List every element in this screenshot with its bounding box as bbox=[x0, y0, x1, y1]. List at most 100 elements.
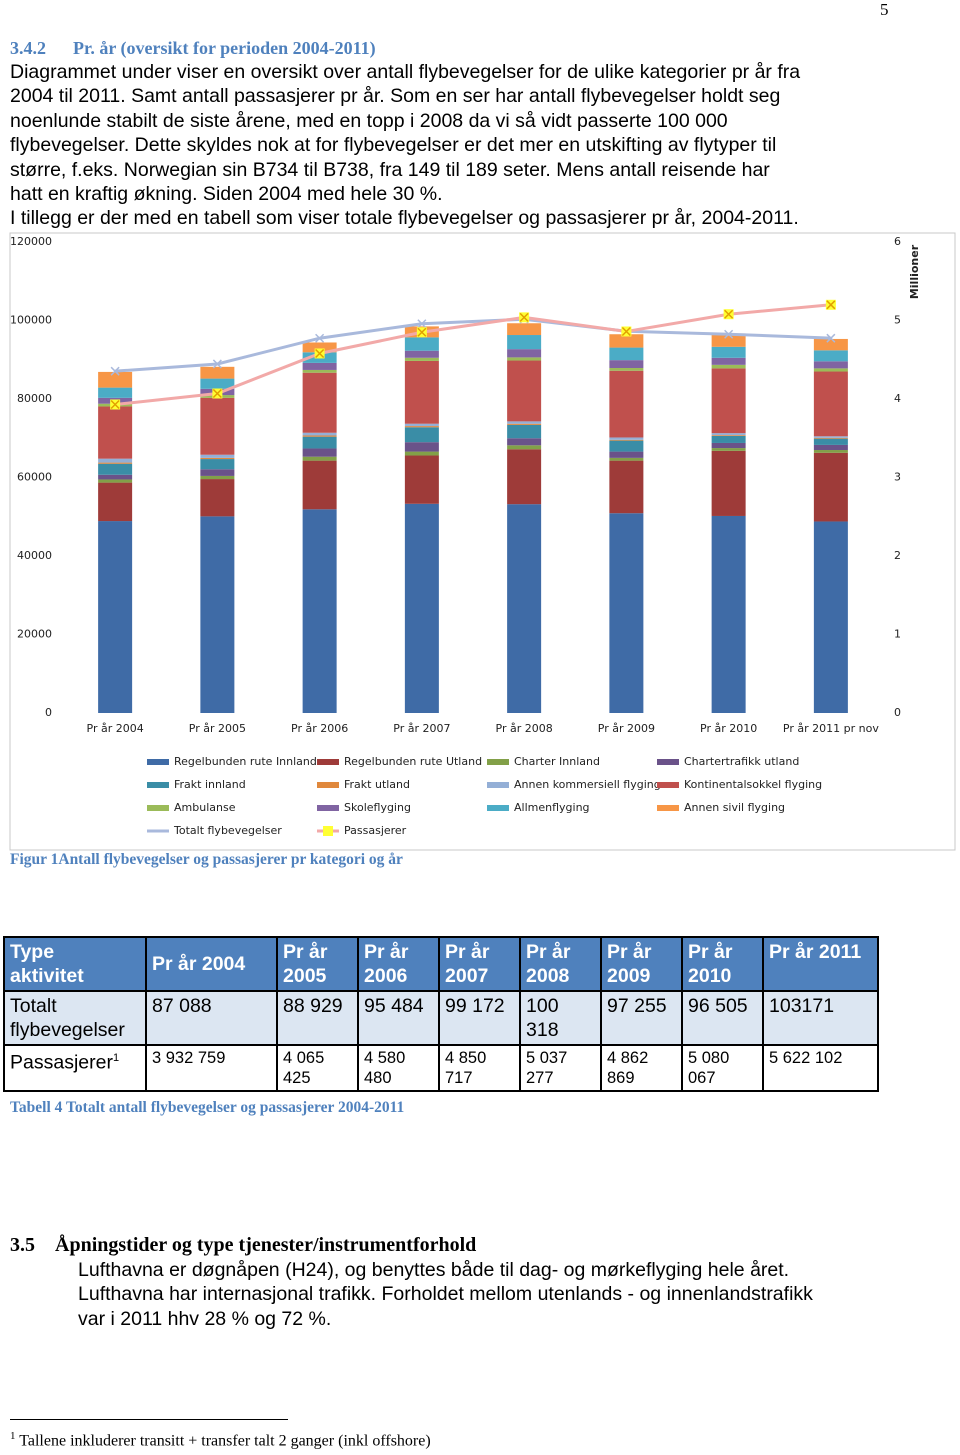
bar-segment bbox=[200, 516, 235, 713]
legend-label: Skoleflyging bbox=[344, 801, 411, 814]
table-cell: 5 080 067 bbox=[681, 1044, 764, 1092]
marker bbox=[724, 309, 734, 319]
legend-label: Regelbunden rute Utland bbox=[344, 755, 482, 768]
header-cell: Pr år 2006 bbox=[357, 936, 440, 992]
marker bbox=[315, 333, 325, 343]
legend-swatch bbox=[147, 759, 169, 765]
bar-segment bbox=[711, 433, 746, 436]
bar-segment bbox=[404, 350, 439, 358]
bar-segment bbox=[404, 426, 439, 428]
y2-tick-label: 1 bbox=[894, 628, 901, 641]
bar-segment bbox=[507, 421, 542, 424]
table-cell: 4 850 717 bbox=[438, 1044, 521, 1092]
bar-segment bbox=[302, 369, 337, 373]
x-tick-label: Pr år 2004 bbox=[87, 722, 144, 735]
bar-segment bbox=[302, 448, 337, 457]
cell-text: 95 484 bbox=[364, 995, 424, 1017]
x-tick-label: Pr år 2005 bbox=[189, 722, 246, 735]
bar-segment bbox=[507, 504, 542, 713]
text-line: var i 2011 hhv 28 % og 72 %. bbox=[78, 1307, 332, 1330]
bar-segment bbox=[302, 456, 337, 461]
text-line: noenlunde stabilt de siste årene, med en… bbox=[10, 109, 728, 132]
legend-swatch bbox=[147, 782, 169, 788]
bar-segment bbox=[711, 442, 746, 449]
bar-segment bbox=[98, 458, 133, 463]
marker bbox=[826, 300, 836, 310]
marker bbox=[110, 399, 120, 410]
footnote: 1 Tallene inkluderer transitt + transfer… bbox=[10, 1430, 431, 1450]
bar-segment bbox=[98, 474, 133, 480]
bar-segment bbox=[200, 397, 235, 455]
table-cell: 103171 bbox=[762, 990, 879, 1046]
bar-segment bbox=[507, 449, 542, 505]
table-cell: 4 580 480 bbox=[357, 1044, 440, 1092]
text-line: Lufthavna er døgnåpen (H24), og benyttes… bbox=[78, 1259, 790, 1281]
header-cell: Pr år 2011 bbox=[762, 936, 879, 992]
header-cell: Pr år 2009 bbox=[600, 936, 683, 992]
cell-text: 103171 bbox=[769, 995, 835, 1017]
legend-swatch bbox=[487, 759, 509, 765]
x-tick-label: Pr år 2010 bbox=[700, 722, 757, 735]
table-row: Totalt flybevegelser 87 088 88 929 95 484 99… bbox=[3, 990, 879, 1046]
cell-text: Passasjerer bbox=[10, 1051, 113, 1074]
table-caption: Tabell 4 Totalt antall flybevegelser og … bbox=[10, 1099, 405, 1116]
bar-segment bbox=[302, 436, 337, 449]
y2-tick-label: 6 bbox=[894, 235, 901, 248]
cell-text: 5 037 277 bbox=[526, 1049, 568, 1087]
bar-segment bbox=[609, 367, 644, 371]
legend-swatch bbox=[323, 826, 333, 836]
cell-text: 4 065 425 bbox=[283, 1049, 325, 1087]
legend-label: Annen sivil flyging bbox=[684, 801, 785, 814]
table-cell: 96 505 bbox=[681, 990, 764, 1046]
header-cell: Pr år 2004 bbox=[145, 936, 278, 992]
bar-segment bbox=[98, 406, 133, 459]
cell-text: Totalt flybevegelser bbox=[10, 995, 125, 1041]
bar-segment bbox=[813, 350, 848, 362]
marker bbox=[417, 327, 427, 337]
bar-segment bbox=[302, 460, 337, 510]
table-cell: 88 929 bbox=[276, 990, 359, 1046]
bar-segment bbox=[98, 482, 133, 522]
cell-text: 5 622 102 bbox=[769, 1049, 843, 1067]
legend-label: Chartertrafikk utland bbox=[684, 755, 799, 768]
legend-label: Kontinentalsokkel flyging bbox=[684, 778, 822, 791]
bar-segment bbox=[507, 357, 542, 361]
legend-swatch bbox=[317, 805, 339, 811]
table-cell: 100 318 bbox=[519, 990, 602, 1046]
bar-segment bbox=[507, 360, 542, 422]
bar-segment bbox=[507, 323, 542, 336]
y2-tick-label: 0 bbox=[894, 706, 901, 719]
cell-text: 4 862 869 bbox=[607, 1049, 649, 1087]
line-series bbox=[114, 303, 832, 406]
bar-segment bbox=[200, 469, 235, 476]
table-cell: Totalt flybevegelser bbox=[3, 990, 147, 1046]
bar-segment bbox=[609, 334, 644, 348]
text-line: hatt en kraftig økning. Siden 2004 med h… bbox=[10, 183, 443, 205]
table-row: Passasjerer1 3 932 759 4 065 425 4 580 480 4… bbox=[3, 1044, 879, 1092]
header-cell: Pr år 2007 bbox=[438, 936, 521, 992]
marker bbox=[212, 359, 222, 369]
header-cell: Pr år 2010 bbox=[681, 936, 764, 992]
text-line: Diagrammet under viser en oversikt over … bbox=[10, 61, 801, 83]
bar-segment bbox=[813, 436, 848, 438]
data-table: Type aktivitet Pr år 2004 Pr år 2005 Pr år … bbox=[3, 936, 879, 1092]
y-tick-label: 0 bbox=[45, 706, 52, 719]
table-cell: Passasjerer1 bbox=[3, 1044, 147, 1092]
y-tick-label: 100000 bbox=[10, 314, 52, 327]
y-tick-label: 40000 bbox=[17, 549, 52, 562]
section-title: Åpningstider og type tjenester/instrumen… bbox=[55, 1234, 477, 1256]
bar-segment bbox=[609, 370, 644, 438]
bar-segment bbox=[200, 457, 235, 460]
header-cell: Type aktivitet bbox=[3, 936, 147, 992]
bar-segment bbox=[609, 451, 644, 458]
section-heading: 3.5 Åpningstider og type tjenester/instr… bbox=[10, 1234, 476, 1257]
legend-label: Frakt utland bbox=[344, 778, 410, 791]
bar-segment bbox=[98, 463, 133, 475]
legend-swatch bbox=[487, 805, 509, 811]
legend-label: Totalt flybevegelser bbox=[173, 824, 282, 837]
cell-text: 4 850 717 bbox=[445, 1049, 487, 1087]
bar-segment bbox=[302, 372, 337, 433]
footnote-number: 1 bbox=[10, 1430, 16, 1442]
marker bbox=[724, 329, 734, 339]
